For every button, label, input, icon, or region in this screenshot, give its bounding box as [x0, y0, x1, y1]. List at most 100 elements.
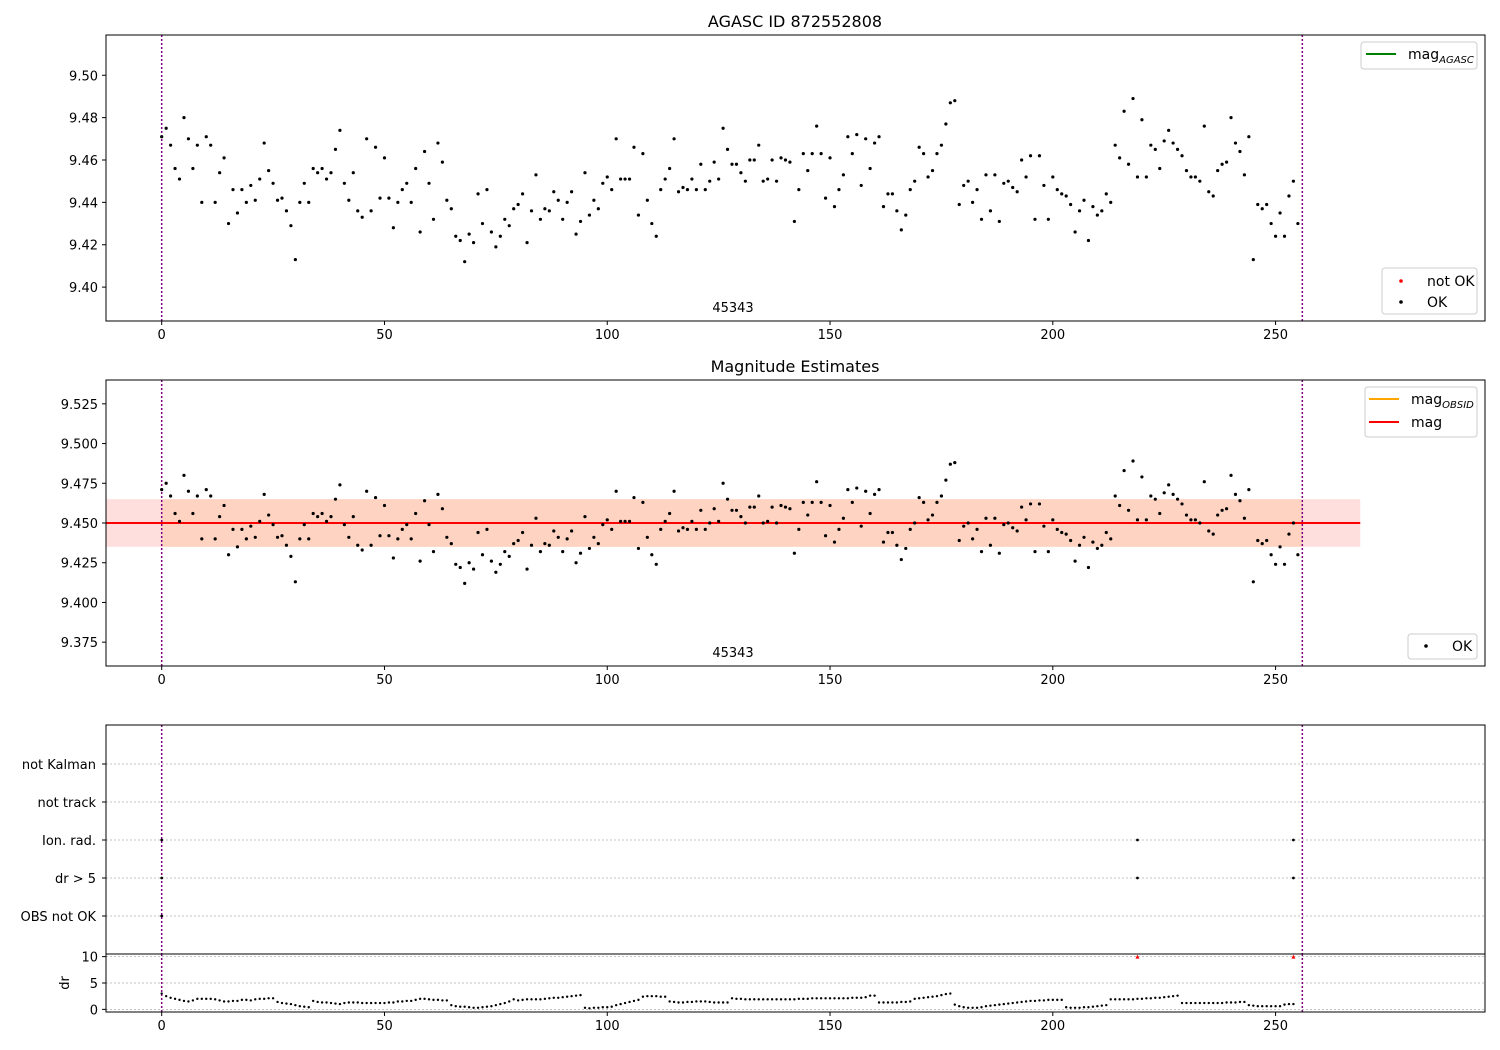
agasc-ok-point: [298, 200, 302, 204]
estimates-ok-point: [917, 495, 921, 500]
agasc-ok-point: [690, 177, 694, 181]
estimates-ok-point: [1011, 526, 1015, 530]
agasc-ok-point: [1256, 202, 1260, 207]
dr-ok-point: [1167, 995, 1170, 998]
dr-ok-point: [249, 999, 253, 1002]
flag-point: [1292, 838, 1295, 842]
estimates-ok-point: [471, 567, 476, 571]
estimates-ok-point: [1233, 492, 1238, 496]
estimates-x-tick-label: 50: [376, 673, 393, 688]
agasc-ok-point: [1122, 109, 1126, 113]
estimates-ok-point: [1024, 518, 1028, 522]
dr-ok-point: [1131, 998, 1135, 1001]
agasc-ok-point: [1180, 154, 1184, 158]
agasc-ok-point: [480, 221, 485, 226]
dr-ok-point: [200, 997, 203, 1001]
dr-ok-point: [761, 998, 765, 1001]
estimates-ok-point: [1220, 508, 1224, 512]
estimates-ok-point: [1273, 562, 1278, 566]
estimates-ok-point: [935, 500, 939, 504]
estimates-ok-point: [632, 495, 636, 500]
agasc-legend-lines-box: [1360, 41, 1478, 70]
estimates-ok-point: [815, 480, 819, 484]
estimates-ok-point: [1229, 473, 1233, 477]
agasc-ok-point: [316, 171, 320, 175]
estimates-ok-point: [235, 545, 240, 549]
estimates-ok-point: [899, 557, 903, 562]
dr-ok-point: [285, 1002, 288, 1005]
estimates-ok-point: [930, 513, 935, 517]
estimates-ok-point: [160, 488, 164, 492]
dr-ok-point: [267, 997, 270, 1000]
agasc-ok-point: [1216, 168, 1220, 173]
estimates-ok-point: [463, 581, 467, 585]
dr-ok-point: [316, 1000, 319, 1004]
dr-ok-point: [704, 1000, 707, 1003]
agasc-ok-point: [899, 228, 903, 232]
dr-ok-point: [601, 1006, 604, 1009]
estimates-ok-point: [1113, 494, 1117, 498]
estimates-ok-point: [1015, 529, 1019, 533]
estimates-ok-point: [699, 508, 703, 512]
agasc-ok-point: [1064, 194, 1068, 198]
agasc-ok-point: [1095, 213, 1099, 217]
agasc-ok-point: [200, 200, 204, 204]
estimates-ok-point: [226, 553, 231, 557]
dr-ok-point: [1198, 1001, 1202, 1005]
estimates-ok-point: [373, 495, 378, 500]
agasc-ok-point: [1175, 147, 1180, 151]
agasc-ok-point: [850, 152, 854, 156]
estimates-ok-point: [1131, 459, 1135, 463]
dr-ok-point: [802, 997, 805, 1001]
estimates-ok-point: [267, 513, 271, 517]
dr-ok-point: [1100, 1004, 1104, 1007]
dr-ok-point: [213, 998, 217, 1001]
dr-ok-point: [1189, 1001, 1193, 1005]
estimates-ok-point: [329, 515, 333, 519]
flag-point: [1136, 838, 1139, 842]
estimates-ok-point: [948, 462, 952, 466]
estimates-ok-point: [614, 489, 618, 493]
estimates-y-tick-label: 9.500: [61, 438, 98, 453]
dr-ok-point: [1265, 1005, 1268, 1008]
estimates-ok-point: [1095, 546, 1099, 551]
estimates-x-tick-label: 0: [158, 673, 166, 688]
dr-ok-point: [169, 996, 172, 999]
dr-ok-point: [1269, 1005, 1273, 1008]
estimates-ok-point: [1291, 521, 1296, 525]
agasc-x-tick-label: 0: [158, 328, 166, 343]
estimates-ok-point: [351, 515, 355, 519]
estimates-ok-point: [908, 527, 912, 531]
dr-ok-point: [574, 994, 578, 997]
dr-ok-point: [1247, 1003, 1251, 1007]
agasc-ok-point: [1238, 149, 1242, 154]
estimates-ok-point: [766, 519, 770, 524]
dr-ok-point: [619, 1002, 622, 1006]
dr-ok-point: [347, 1001, 351, 1004]
dr-ok-point: [307, 1006, 310, 1009]
dr-ok-point: [712, 1001, 716, 1004]
agasc-ok-point: [761, 179, 765, 183]
dr-ok-point: [289, 1002, 293, 1006]
dr-ok-point: [343, 1001, 346, 1005]
estimates-ok-point: [774, 521, 779, 525]
estimates-ok-point: [1162, 491, 1166, 495]
estimates-ok-point: [872, 492, 877, 496]
estimates-ok-point: [552, 529, 556, 533]
dr-x-tick-label: 0: [158, 1019, 166, 1034]
dr-ok-point: [557, 996, 560, 999]
agasc-ok-point: [454, 234, 458, 238]
agasc-ok-point: [422, 149, 427, 154]
dr-ok-point: [958, 1005, 961, 1008]
estimates-x-tick-label: 200: [1040, 673, 1065, 688]
agasc-ok-point: [249, 183, 253, 188]
dr-ok-point: [860, 996, 863, 999]
flag-point: [160, 838, 164, 842]
dr-ok-point: [454, 1005, 457, 1008]
estimates-ok-point: [837, 527, 841, 531]
estimates-ok-point: [1278, 545, 1282, 549]
estimates-ok-point: [1135, 518, 1140, 522]
dr-ok-point: [717, 1001, 720, 1004]
estimates-ok-point: [743, 521, 747, 525]
estimates-y-tick-label: 9.425: [61, 557, 98, 572]
